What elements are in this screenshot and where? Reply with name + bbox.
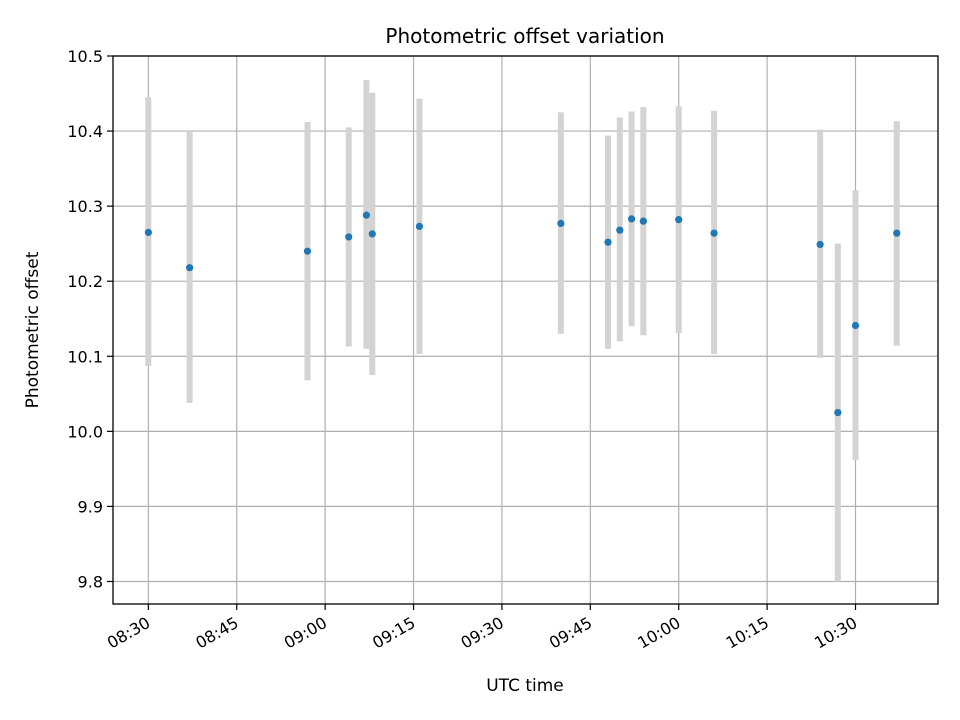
data-point-6 [415,222,424,231]
data-point-11 [639,217,647,225]
data-point-3 [345,233,353,241]
data-points [144,211,901,417]
data-point-9 [616,226,624,234]
y-tick-label-5: 10.3 [67,197,103,216]
data-point-8 [604,238,612,246]
y-tick-label-6: 10.4 [67,122,103,141]
data-point-2 [303,247,312,255]
data-point-17 [893,229,901,237]
y-tick-label-0: 9.8 [78,572,103,591]
data-point-14 [816,240,824,249]
data-point-10 [627,215,636,223]
data-point-16 [851,321,860,330]
y-tick-label-1: 9.9 [78,497,103,516]
data-point-13 [710,229,718,237]
data-point-15 [834,408,842,417]
y-tick-label-2: 10.0 [67,422,103,441]
y-tick-label-7: 10.5 [67,47,103,66]
y-tick-label-4: 10.2 [67,272,103,291]
data-point-7 [557,219,565,228]
data-point-12 [675,216,683,224]
data-point-1 [186,264,194,272]
data-point-5 [368,230,376,238]
y-axis-label: Photometric offset [23,251,43,408]
chart-title: Photometric offset variation [385,24,664,48]
data-point-4 [362,211,370,219]
y-tick-label-3: 10.1 [67,347,103,366]
x-axis-label: UTC time [486,676,564,696]
plot-frame [112,55,939,605]
data-point-0 [144,228,152,237]
